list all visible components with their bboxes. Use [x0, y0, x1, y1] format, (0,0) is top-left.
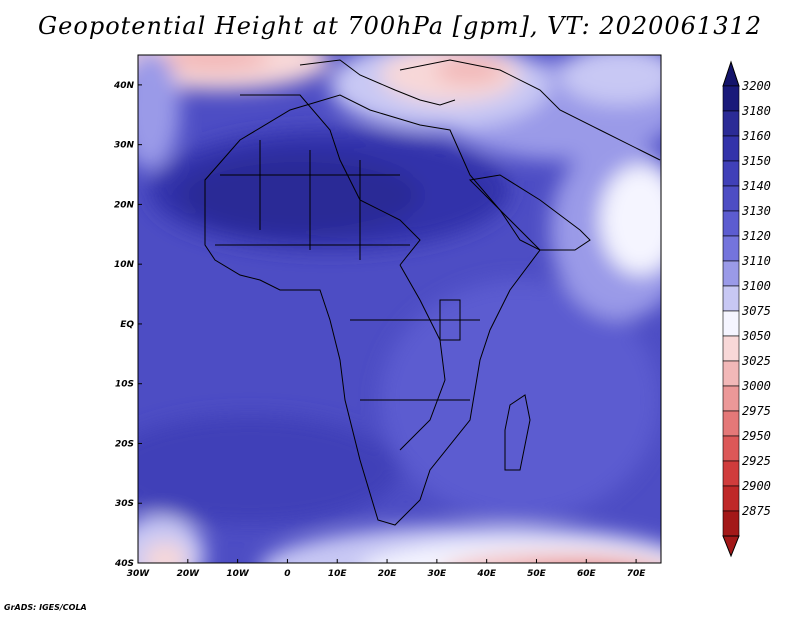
colorbar-swatch [722, 85, 740, 112]
colorbar-swatch [722, 485, 740, 512]
colorbar-swatch [722, 335, 740, 362]
colorbar-swatch [722, 410, 740, 437]
geopotential-height-field [138, 55, 661, 563]
colorbar-label: 2950 [742, 429, 771, 443]
lat-tick-label: 30N [114, 141, 135, 151]
lon-tick-label: 30E [428, 569, 448, 579]
lat-tick-label: 20N [114, 200, 135, 210]
colorbar-label: 2875 [742, 504, 771, 518]
lat-tick-label: 20S [115, 439, 134, 449]
colorbar-label: 3075 [741, 304, 771, 318]
colorbar-label: 3180 [741, 104, 771, 118]
colorbar-swatch [722, 435, 740, 462]
colorbar-label: 3025 [741, 354, 771, 368]
lat-tick-label: EQ [120, 320, 134, 330]
lon-tick-label: 20E [378, 569, 398, 579]
lat-tick-label: 30S [115, 499, 134, 509]
map-frame [137, 54, 662, 564]
lon-tick-label: 60E [577, 569, 597, 579]
credit-label: GrADS: IGES/COLA [4, 603, 87, 612]
lon-tick-label: 20W [177, 569, 201, 579]
colorbar-label: 3150 [741, 154, 771, 168]
colorbar-label: 3000 [741, 379, 771, 393]
colorbar-max-arrow [722, 60, 740, 87]
lon-tick-label: 40E [476, 569, 497, 579]
colorbar: 3200 3180 3160 3150 3140 3130 3120 3110 3100 3075… [722, 60, 771, 558]
colorbar-swatch [722, 360, 740, 387]
lon-tick-label: 50E [527, 569, 547, 579]
colorbar-label: 3140 [741, 179, 771, 193]
colorbar-label: 3130 [741, 204, 771, 218]
colorbar-swatch [722, 285, 740, 312]
colorbar-label: 3050 [741, 329, 771, 343]
longitude-axis: 30W 20W 10W 0 10E 20E 30E 40E 50E 60E 70E [127, 559, 647, 579]
lon-tick-label: 0 [284, 569, 290, 579]
map-title: Geopotential Height at 700hPa [gpm], VT:… [38, 12, 762, 40]
colorbar-label: 3100 [741, 279, 771, 293]
colorbar-min-arrow [722, 535, 740, 558]
colorbar-swatch [722, 310, 740, 337]
lon-tick-label: 10W [226, 569, 250, 579]
colorbar-label: 3120 [741, 229, 771, 243]
colorbar-label: 3160 [741, 129, 771, 143]
lat-tick-label: 10N [114, 260, 135, 270]
lon-tick-label: 10E [328, 569, 348, 579]
lon-tick-label: 70E [627, 569, 647, 579]
colorbar-swatch [722, 110, 740, 137]
colorbar-swatch [722, 210, 740, 237]
colorbar-swatch [722, 235, 740, 262]
coastline-layer [204, 59, 661, 526]
lat-tick-label: 10S [115, 380, 134, 390]
colorbar-label: 3110 [741, 254, 771, 268]
colorbar-label: 2925 [742, 454, 771, 468]
colorbar-swatch [722, 135, 740, 162]
lat-tick-label: 40S [114, 559, 134, 569]
colorbar-swatch [722, 460, 740, 487]
latitude-axis: 40N 30N 20N 10N EQ 10S 20S 30S 40S [113, 81, 142, 569]
colorbar-swatch [722, 185, 740, 212]
colorbar-label: 2975 [742, 404, 771, 418]
colorbar-swatch [722, 260, 740, 287]
colorbar-swatch [722, 160, 740, 187]
colorbar-label: 2900 [742, 479, 771, 493]
colorbar-swatch [722, 385, 740, 412]
colorbar-swatch [722, 510, 740, 537]
lon-tick-label: 30W [127, 569, 151, 579]
lat-tick-label: 40N [113, 81, 135, 91]
colorbar-label: 3200 [741, 79, 771, 93]
